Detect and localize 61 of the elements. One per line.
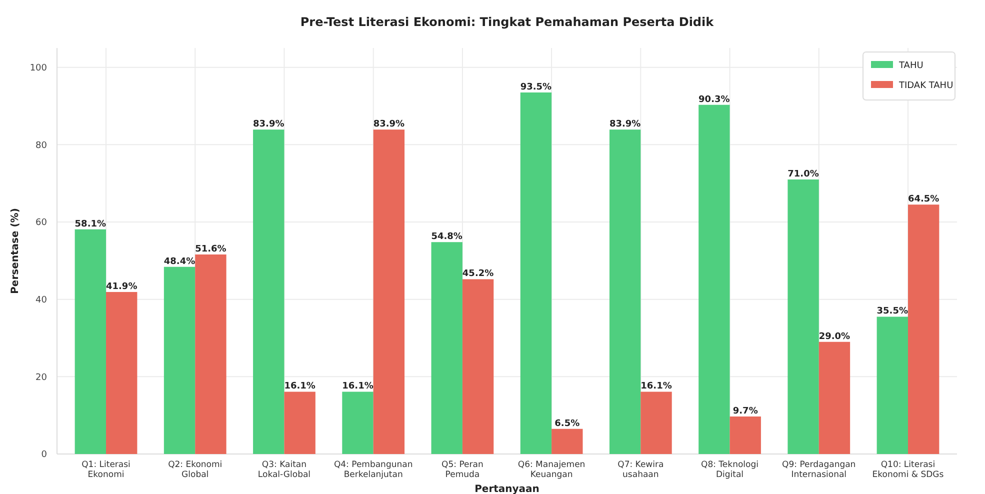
bar <box>520 92 552 454</box>
bar <box>698 104 730 454</box>
bar <box>609 130 641 454</box>
x-tick-label: Q2: Ekonomi Global <box>168 460 222 480</box>
data-label: 41.9% <box>106 282 138 292</box>
y-tick-label: 20 <box>36 372 48 383</box>
bar <box>164 266 196 454</box>
chart-title: Pre-Test Literasi Ekonomi: Tingkat Pemahaman Peserta Didik <box>300 15 715 29</box>
legend-label: TIDAK TAHU <box>898 81 954 92</box>
data-label: 29.0% <box>818 332 850 342</box>
y-tick-label: 40 <box>36 295 48 306</box>
data-label: 51.6% <box>195 244 226 254</box>
data-label: 90.3% <box>698 94 730 105</box>
bar <box>342 392 374 454</box>
data-label: 16.1% <box>284 382 316 392</box>
x-tick-label: Q3: Kaitan Lokal-Global <box>258 460 311 480</box>
data-label: 9.7% <box>732 406 758 416</box>
x-tick-label: Q1: Literasi Ekonomi <box>82 460 130 480</box>
bar <box>876 316 908 454</box>
data-label: 64.5% <box>908 194 940 205</box>
data-label: 54.8% <box>431 232 462 242</box>
x-tick-label: Q7: Kewira usahaan <box>618 460 664 480</box>
y-tick-label: 100 <box>30 63 48 74</box>
bar <box>640 392 672 454</box>
data-label: 71.0% <box>788 169 819 180</box>
bar <box>195 254 226 454</box>
data-label: 45.2% <box>462 269 494 280</box>
y-tick-label: 60 <box>36 218 48 228</box>
legend-label: TAHU <box>898 61 924 72</box>
bar <box>908 204 940 454</box>
bar <box>253 130 284 454</box>
data-label: 83.9% <box>373 120 405 130</box>
y-tick-label: 0 <box>41 450 48 460</box>
x-tick-label: Q4: Pembangunan Berkelanjutan <box>334 460 413 480</box>
data-label: 83.9% <box>253 120 284 130</box>
data-label: 83.9% <box>609 120 641 130</box>
data-label: 58.1% <box>74 219 106 230</box>
bar <box>284 392 316 454</box>
bar <box>431 242 462 454</box>
bar <box>462 279 494 454</box>
x-tick-label: Q9: Perdagangan Internasional <box>782 460 856 480</box>
y-tick-label: 80 <box>36 140 48 151</box>
x-axis-title: Pertanyaan <box>474 484 540 494</box>
bar <box>788 179 819 454</box>
x-tick-label: Q10: Literasi Ekonomi & SDGs <box>872 460 944 480</box>
data-label: 16.1% <box>342 382 374 392</box>
data-label: 16.1% <box>640 382 672 392</box>
data-label: 35.5% <box>876 306 908 317</box>
x-tick-label: Q8: Teknologi Digital <box>701 460 759 480</box>
bar <box>74 229 106 454</box>
x-tick-label: Q5: Peran Pemuda <box>442 460 484 480</box>
y-axis-title: Persentase (%) <box>10 208 21 294</box>
data-label: 6.5% <box>554 418 580 429</box>
data-label: 48.4% <box>164 256 196 267</box>
bar <box>106 292 138 454</box>
bar <box>730 416 761 454</box>
bar <box>818 342 850 454</box>
bar <box>373 130 405 454</box>
data-label: 93.5% <box>520 82 552 92</box>
bar <box>552 428 583 454</box>
x-tick-label: Q6: Manajemen Keuangan <box>518 460 586 480</box>
